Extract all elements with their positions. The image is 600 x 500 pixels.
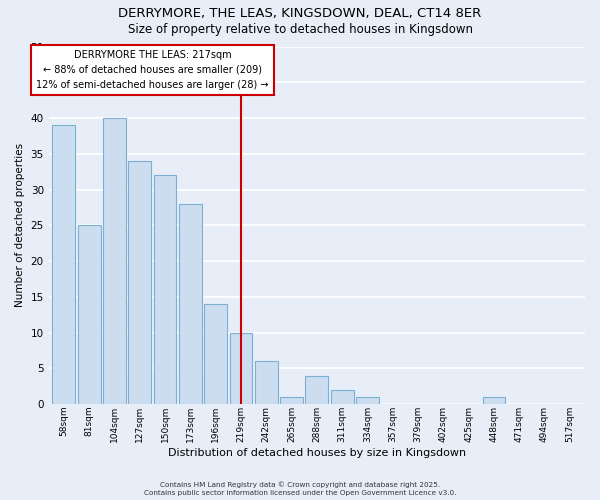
Bar (128, 161, 151, 404)
Bar (154, 176, 176, 404)
Bar (255, 362, 278, 404)
Bar (482, 397, 505, 404)
Y-axis label: Number of detached properties: Number of detached properties (15, 144, 25, 308)
Bar (280, 397, 303, 404)
Bar (230, 332, 253, 404)
Text: Size of property relative to detached houses in Kingsdown: Size of property relative to detached ho… (128, 22, 473, 36)
Text: DERRYMORE THE LEAS: 217sqm
← 88% of detached houses are smaller (209)
12% of sem: DERRYMORE THE LEAS: 217sqm ← 88% of deta… (36, 50, 269, 90)
Bar (103, 118, 126, 404)
Text: Contains HM Land Registry data © Crown copyright and database right 2025.
Contai: Contains HM Land Registry data © Crown c… (144, 481, 456, 496)
Bar (331, 390, 353, 404)
Text: DERRYMORE, THE LEAS, KINGSDOWN, DEAL, CT14 8ER: DERRYMORE, THE LEAS, KINGSDOWN, DEAL, CT… (118, 8, 482, 20)
Bar (52, 125, 75, 404)
Bar (204, 304, 227, 404)
Bar (78, 226, 101, 404)
Bar (179, 204, 202, 404)
Bar (356, 397, 379, 404)
X-axis label: Distribution of detached houses by size in Kingsdown: Distribution of detached houses by size … (168, 448, 466, 458)
Bar (305, 376, 328, 404)
